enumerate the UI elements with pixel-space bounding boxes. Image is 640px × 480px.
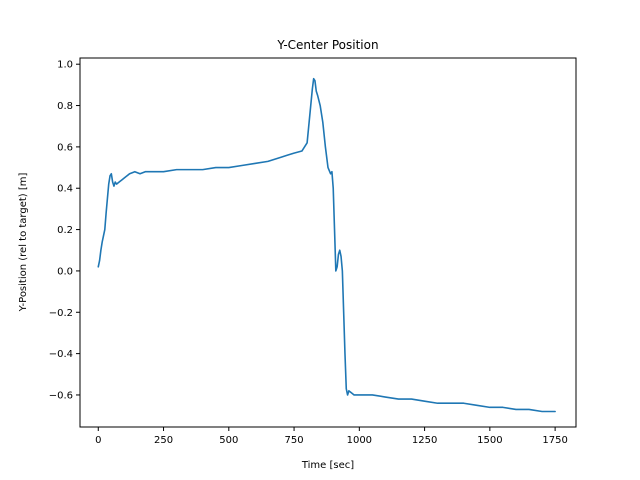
x-tick-label: 500 [219,435,238,446]
y-tick-label: −0.6 [49,390,73,401]
y-tick-label: 0.0 [57,266,73,277]
y-tick-label: 0.2 [57,225,73,236]
y-tick-label: −0.2 [49,308,73,319]
y-tick-label: 0.8 [57,101,73,112]
axes-frame [79,57,577,428]
x-tick-label: 1500 [477,435,502,446]
x-tick-label: 0 [95,435,101,446]
x-tick-label: 1250 [412,435,437,446]
plot-area [97,77,556,413]
y-tick-label: 0.6 [57,142,73,153]
x-tick-label: 250 [154,435,173,446]
y-tick-label: 1.0 [57,60,73,71]
x-tick-label: 1000 [347,435,372,446]
series-line-0 [97,77,556,413]
x-tick-label: 750 [285,435,304,446]
y-tick-label: −0.4 [49,349,73,360]
y-axis-label: Y-Position (rel to target) [m] [18,173,29,313]
y-axis-ticks: −0.6 −0.4 −0.2 0.0 0.2 0.4 0.6 0.8 1.0 [49,60,80,401]
x-axis-ticks: 0 250 500 750 1000 1250 1500 1750 [95,427,568,446]
chart-title: Y-Center Position [276,38,378,52]
x-tick-label: 1750 [542,435,567,446]
x-axis-label: Time [sec] [301,460,354,471]
y-tick-label: 0.4 [57,184,73,195]
